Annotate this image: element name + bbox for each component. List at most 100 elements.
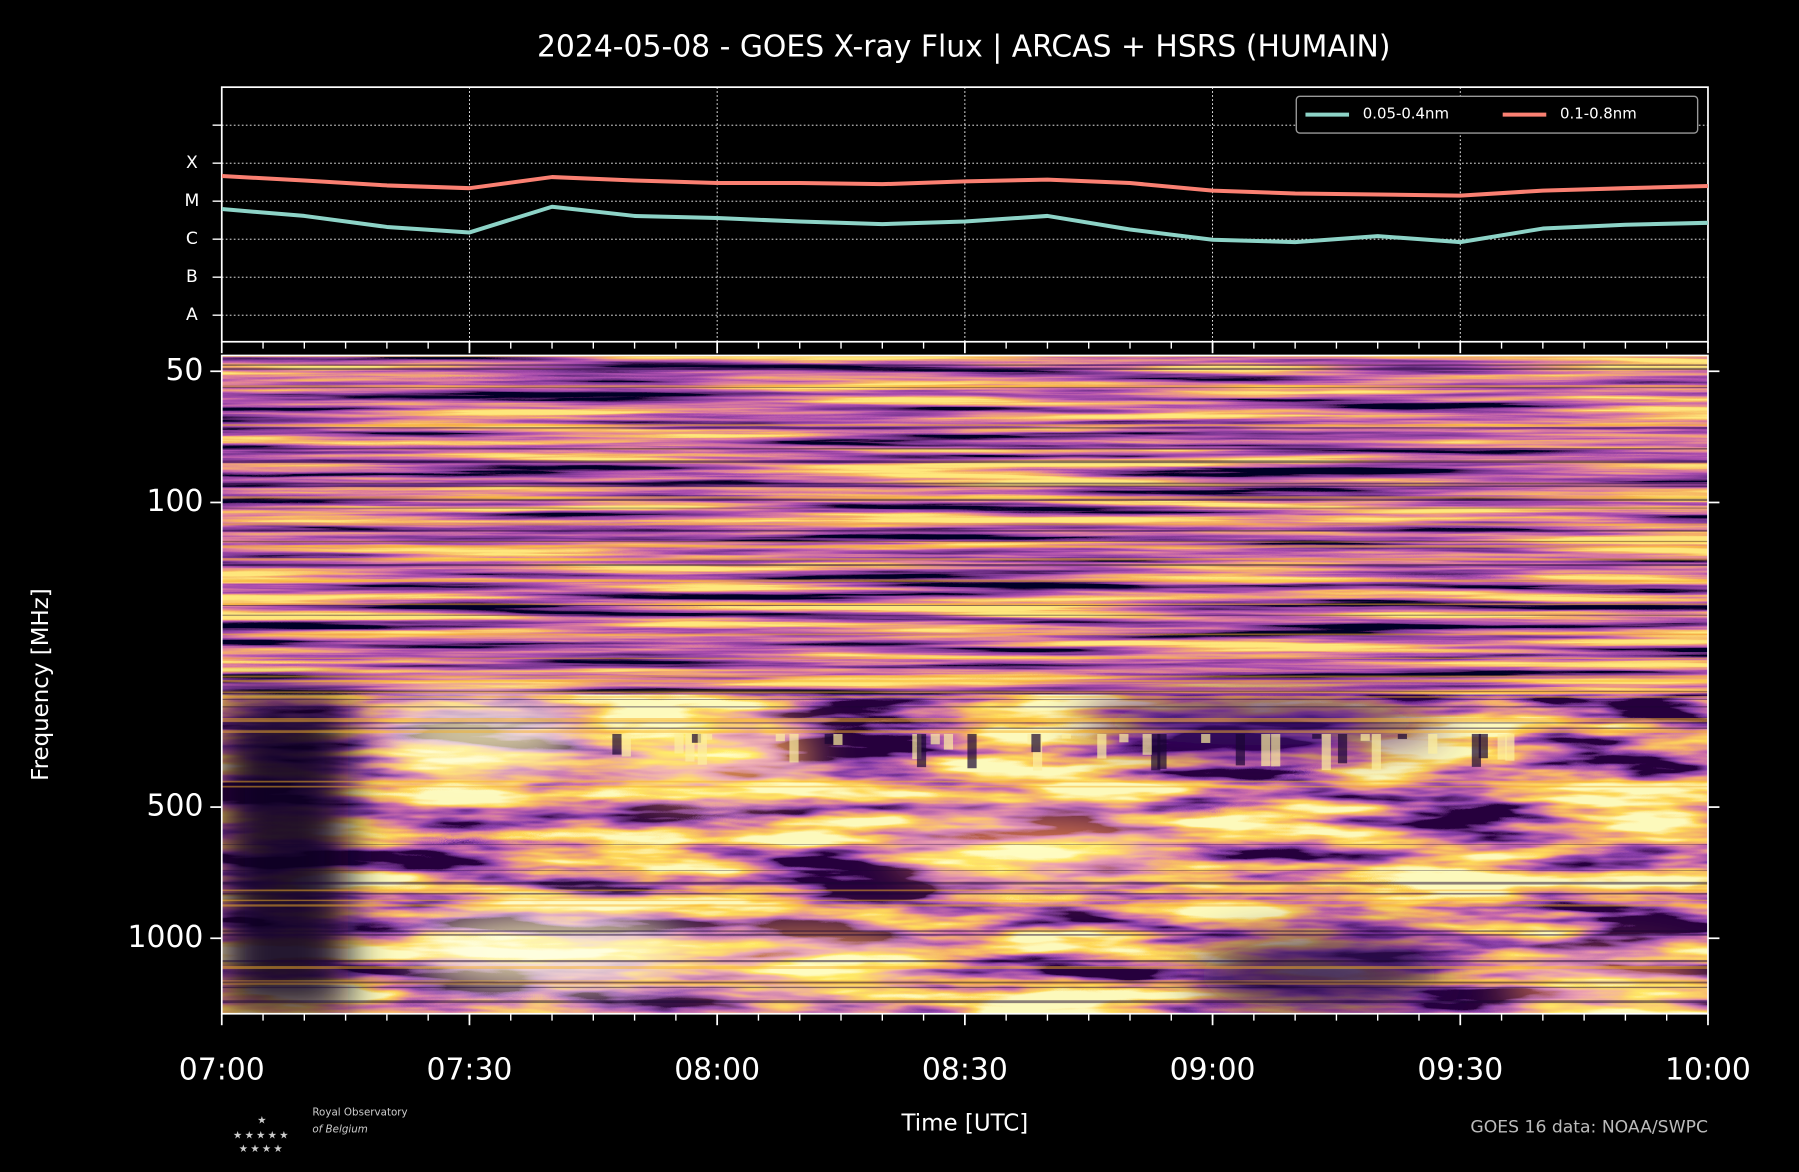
spectrogram-streak (221, 980, 1708, 982)
spectrogram-streak (221, 699, 1708, 700)
spectrogram-streak (1321, 733, 1331, 771)
spectrogram-streak (1235, 733, 1245, 766)
spectrogram-streak (612, 733, 622, 755)
spectrogram-streak (1497, 733, 1507, 760)
spectrogram-streak (1032, 733, 1043, 771)
x-tick-label: 08:30 (922, 1053, 1008, 1088)
spectrogram-streak (221, 889, 1708, 892)
spectrogram-streak (930, 733, 940, 745)
y-axis-label: Frequency [MHz] (28, 588, 54, 781)
spectrogram-streak (1371, 733, 1381, 770)
spectrogram-streak (824, 733, 834, 744)
spectrogram-streak (221, 718, 1708, 721)
spectrogram-streak (221, 675, 1708, 678)
spectrogram-streak (1157, 733, 1167, 769)
spectrogram-streak (221, 482, 1708, 485)
spectrogram-streak (775, 733, 785, 742)
logo-stars: ★★★★★ (233, 1129, 291, 1141)
spectrogram-streak (221, 523, 1708, 526)
y-tick-label: 100 (147, 484, 204, 519)
spectrogram-streak (621, 733, 631, 757)
spectrogram-streak (1478, 733, 1488, 759)
y-tick-label: X (186, 153, 198, 173)
spectrogram-streak (697, 733, 707, 765)
series-line (221, 174, 1708, 198)
spectrogram-streak (221, 780, 1708, 783)
x-tick-label: 07:30 (427, 1053, 513, 1088)
logo-stars: ★ (257, 1114, 266, 1126)
spectrogram-streak (1142, 733, 1152, 755)
logo-text: of Belgium (312, 1124, 368, 1136)
spectrogram-streak (221, 720, 1708, 723)
spectrogram-streak (221, 387, 1708, 388)
spectrogram-streak (221, 604, 1708, 606)
spectrogram-streak (221, 706, 1708, 708)
spectrogram-streak (221, 364, 1708, 366)
spectrogram-streak (221, 541, 1708, 543)
x-axis-label: Time [UTC] (901, 1110, 1029, 1136)
spectrogram-streak (221, 545, 1708, 548)
y-tick-label: A (186, 305, 198, 325)
spectrogram-streak (221, 614, 1708, 616)
spectrogram-streak (221, 385, 1708, 388)
spectrogram-streak (221, 1000, 1708, 1004)
spectrogram-streak (833, 733, 843, 745)
spectrogram-streak (1428, 733, 1438, 754)
spectrogram-streak (1151, 733, 1161, 771)
spectrogram-streak (221, 633, 1708, 636)
y-tick-label: B (186, 267, 198, 287)
series-line (221, 204, 1708, 245)
spectrogram-streak (221, 679, 1708, 683)
spectrogram-streak (221, 899, 1708, 902)
spectrogram-streak (221, 540, 1708, 542)
spectrogram-streak (221, 558, 1708, 561)
spectrogram-streak (221, 579, 1708, 583)
spectrogram-streak (1505, 733, 1515, 761)
legend-frame (1295, 95, 1699, 134)
logo: ★ ★★★★★ ★★★★ Royal Observatory of Belgiu… (233, 1106, 408, 1155)
spectrogram-streak (221, 603, 1708, 606)
spectrogram-streak (702, 733, 713, 740)
spectrogram-streak (221, 785, 1708, 788)
y-tick-label: M (185, 191, 200, 211)
spectrogram-streak (789, 733, 799, 763)
spectrogram-streak (1271, 733, 1281, 767)
spectrogram-streak (221, 730, 1708, 733)
spectrogram-streak (912, 733, 922, 760)
spectrogram-streak (221, 690, 1708, 692)
spectrogram-streak (943, 733, 954, 750)
spectrogram-streak (221, 448, 1708, 450)
spectrogram-streak (916, 733, 927, 768)
spectrogram-streak (221, 460, 1708, 464)
y-tick-label: 50 (165, 353, 203, 388)
spectrogram-streak (221, 892, 1708, 895)
spectrogram-streak (1397, 733, 1407, 740)
spectrogram-streak (221, 727, 1708, 729)
spectrogram-streak (221, 904, 1708, 907)
spectrogram-streak (221, 960, 1708, 963)
spectrogram-streak (221, 356, 1708, 357)
x-tick-label: 07:00 (179, 1053, 265, 1088)
spectrogram-streak (221, 881, 1708, 885)
spectrogram-streak (674, 733, 684, 754)
legend-label: 0.05-0.4nm (1363, 105, 1449, 123)
spectrogram-streak (221, 485, 1708, 488)
spectrogram-streak (1312, 733, 1322, 739)
spectrogram-streak (221, 981, 1708, 984)
chart-title: 2024-05-08 - GOES X-ray Flux | ARCAS + H… (537, 30, 1391, 65)
spectrogram-streak (221, 986, 1708, 989)
logo-stars: ★★★★ (239, 1143, 285, 1155)
legend: 0.05-0.4nm 0.1-0.8nm (1295, 95, 1699, 134)
spectrogram-streak (221, 722, 1708, 724)
credit: GOES 16 data: NOAA/SWPC (1470, 1117, 1708, 1137)
legend-label: 0.1-0.8nm (1560, 105, 1637, 123)
spectrogram-streak (221, 657, 1708, 659)
spectrogram-streak (221, 427, 1708, 429)
x-tick-label: 10:00 (1665, 1053, 1751, 1088)
y-tick-label: 1000 (128, 920, 204, 955)
spectrogram-streak (221, 934, 1708, 936)
spectrogram-streak (1360, 733, 1370, 741)
spectrogram-streak (221, 367, 1708, 371)
spectrogram-streak (221, 844, 1708, 845)
